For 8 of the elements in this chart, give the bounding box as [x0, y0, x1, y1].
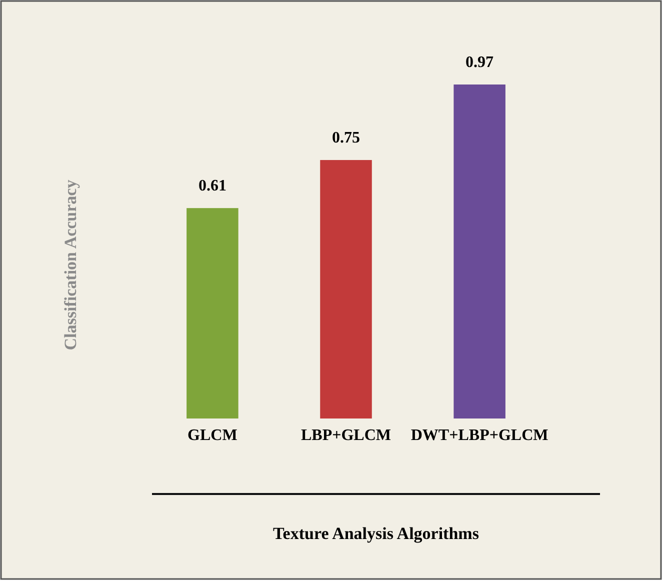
data-label: 0.97: [466, 54, 494, 71]
x-tick-label: LBP+GLCM: [300, 427, 392, 444]
x-axis-title: Texture Analysis Algorithms: [273, 524, 480, 543]
data-label: 0.75: [332, 130, 360, 147]
x-tick-label: GLCM: [188, 427, 238, 444]
x-tick-label: DWT+LBP+GLCM: [410, 427, 548, 444]
data-label: 0.61: [198, 178, 226, 195]
y-axis-title: Classification Accuracy: [61, 179, 80, 350]
